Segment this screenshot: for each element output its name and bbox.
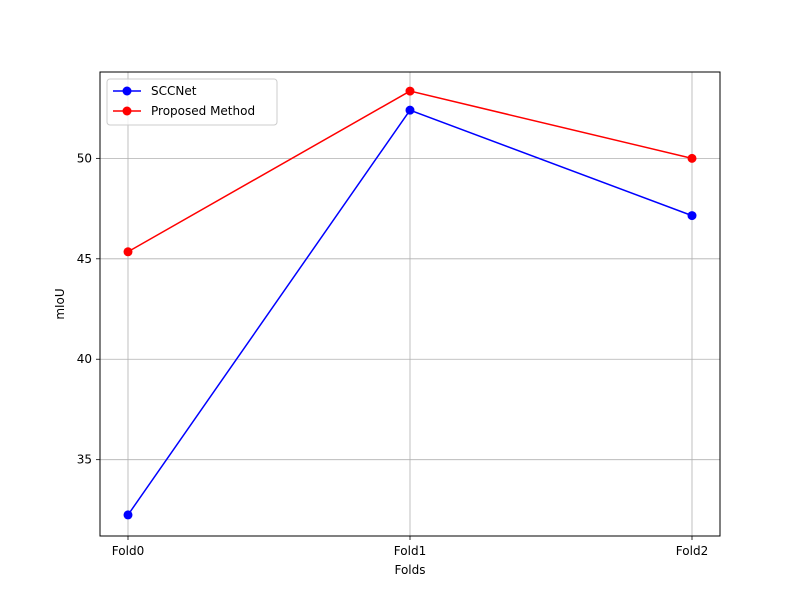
legend: SCCNet Proposed Method bbox=[106, 78, 278, 126]
x-tick-label: Fold0 bbox=[112, 544, 144, 558]
legend-marker-1 bbox=[122, 86, 132, 96]
y-tick-label: 50 bbox=[77, 151, 92, 165]
x-tick-label: Fold1 bbox=[394, 544, 426, 558]
y-tick-label: 35 bbox=[77, 453, 92, 467]
series-layer bbox=[123, 86, 697, 520]
series-1-point bbox=[687, 211, 697, 221]
legend-label-2: Proposed Method bbox=[151, 104, 255, 118]
y-tick-label: 45 bbox=[77, 252, 92, 266]
legend-marker-2 bbox=[122, 106, 132, 116]
x-axis-label: Folds bbox=[394, 563, 425, 577]
series-2-point bbox=[687, 153, 697, 163]
legend-items: SCCNet Proposed Method bbox=[113, 84, 255, 118]
legend-label-1: SCCNet bbox=[151, 84, 197, 98]
legend-box bbox=[106, 78, 278, 126]
series-2-point bbox=[123, 247, 133, 257]
grid bbox=[100, 72, 720, 536]
series-1-point bbox=[123, 510, 133, 520]
series-2-point bbox=[405, 86, 415, 96]
y-tick-label: 40 bbox=[77, 352, 92, 366]
y-axis-label: mIoU bbox=[53, 288, 67, 319]
series-1-point bbox=[405, 105, 415, 115]
x-tick-label: Fold2 bbox=[676, 544, 708, 558]
ticks: Fold0 Fold1 Fold2 35 40 45 50 bbox=[77, 151, 708, 558]
